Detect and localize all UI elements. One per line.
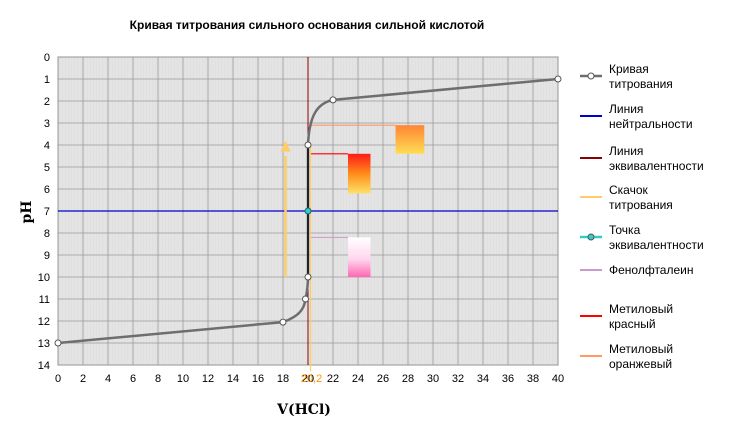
y-tick-label: 3 [44, 118, 50, 130]
x-tick-label: 38 [527, 373, 539, 385]
legend-item: Скачок титрования [580, 183, 673, 212]
y-tick-label: 1 [44, 74, 50, 86]
legend-item: Метиловый красный [580, 302, 673, 331]
curve-point [302, 295, 309, 303]
legend-item: Точка эквивалентности [580, 223, 704, 252]
y-tick-label: 13 [38, 338, 50, 350]
x-tick-label: 26 [377, 373, 389, 385]
legend: Кривая титрования Линия нейтральности Линия э… [580, 62, 704, 371]
x-tick-label: 28 [402, 373, 414, 385]
legend-label: Точка эквивалентности [609, 223, 704, 252]
x-tick-label: 16 [252, 373, 264, 385]
curve-point [54, 339, 62, 347]
legend-item: Линия эквивалентности [580, 144, 704, 173]
curve-point [304, 273, 312, 281]
jump-arrow-head [280, 140, 291, 152]
x-tick-label: 18 [277, 373, 289, 385]
x-tick-label: 12 [202, 373, 214, 385]
x-tick-label-special: 20,2 [301, 373, 322, 385]
legend-marker [587, 72, 595, 80]
x-tick-label: 22 [327, 373, 339, 385]
legend-label: Метиловый оранжевый [609, 342, 673, 371]
x-axis-ticks: 0 2 4 6 8 10 12 14 16 18 20 22 24 26 28 30 32 34 36 38 4020,… [55, 373, 564, 385]
y-axis-title: pH [19, 200, 35, 223]
legend-item: Линия нейтральности [580, 102, 693, 131]
legend-item: Кривая титрования [580, 62, 673, 91]
curve-point [329, 96, 337, 104]
y-tick-label: 0 [44, 52, 50, 64]
legend-label: Метиловый красный [609, 302, 673, 331]
x-axis-title: V(HCl) [276, 402, 331, 418]
x-tick-label: 40 [552, 373, 564, 385]
chart-title: Кривая титрования сильного основания сил… [130, 18, 485, 32]
y-tick-label: 5 [44, 162, 50, 174]
legend-item: Метиловый оранжевый [580, 342, 673, 371]
y-tick-label: 7 [44, 206, 50, 218]
methyl-orange-range [395, 125, 425, 154]
legend-item: Фенолфталеин [580, 263, 694, 277]
y-tick-label: 2 [44, 96, 50, 108]
y-tick-label: 11 [39, 294, 50, 306]
x-tick-label: 32 [452, 373, 464, 385]
equivalence-point-marker [304, 207, 312, 215]
y-tick-label: 8 [44, 228, 50, 240]
y-tick-label: 12 [38, 316, 50, 328]
phenolphthalein-range [348, 237, 371, 277]
methyl-red-range [348, 153, 371, 194]
y-tick-label: 9 [44, 250, 50, 262]
y-tick-label: 10 [38, 272, 50, 284]
x-tick-label: 36 [502, 373, 514, 385]
x-tick-label: 2 [80, 373, 86, 385]
x-tick-label: 8 [155, 373, 161, 385]
x-tick-label: 20 [302, 373, 314, 385]
legend-label: Скачок титрования [609, 183, 673, 212]
y-tick-label: 14 [38, 360, 50, 372]
curve-point [279, 318, 287, 326]
curve-point [304, 141, 312, 149]
x-tick-label: 30 [427, 373, 439, 385]
legend-marker [587, 233, 595, 241]
y-tick-label: 6 [44, 184, 50, 196]
x-tick-label: 0 [55, 373, 61, 385]
legend-label: Линия нейтральности [609, 102, 693, 131]
x-tick-label: 24 [352, 373, 364, 385]
legend-label: Линия эквивалентности [609, 144, 704, 173]
x-tick-label: 10 [177, 373, 189, 385]
legend-label: Фенолфталеин [609, 263, 694, 277]
x-tick-label: 14 [227, 373, 239, 385]
legend-label: Кривая титрования [609, 62, 673, 91]
x-tick-label: 34 [477, 373, 489, 385]
x-tick-label: 4 [105, 373, 111, 385]
y-tick-label: 4 [44, 140, 50, 152]
indicator-ranges [310, 124, 425, 277]
titration-curve [57, 77, 559, 345]
x-tick-label: 6 [130, 373, 136, 385]
series-layer [54, 75, 562, 347]
curve-point [554, 75, 562, 83]
